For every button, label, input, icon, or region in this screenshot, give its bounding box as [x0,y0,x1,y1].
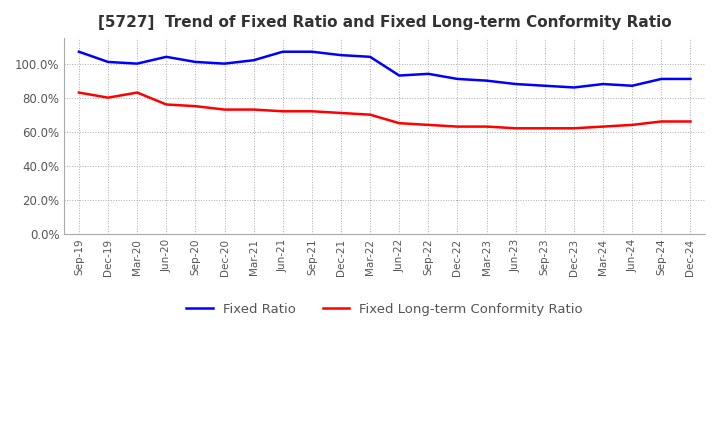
Line: Fixed Long-term Conformity Ratio: Fixed Long-term Conformity Ratio [79,92,690,128]
Fixed Ratio [628,83,636,88]
Fixed Long-term Conformity Ratio [249,107,258,112]
Fixed Long-term Conformity Ratio [570,126,578,131]
Legend: Fixed Ratio, Fixed Long-term Conformity Ratio: Fixed Ratio, Fixed Long-term Conformity … [181,297,588,321]
Fixed Long-term Conformity Ratio [453,124,462,129]
Fixed Ratio [599,81,608,87]
Fixed Ratio [337,52,346,58]
Fixed Ratio [657,76,666,81]
Fixed Ratio [424,71,433,77]
Fixed Ratio [75,49,84,55]
Fixed Long-term Conformity Ratio [162,102,171,107]
Fixed Ratio [191,59,199,65]
Fixed Long-term Conformity Ratio [337,110,346,116]
Fixed Long-term Conformity Ratio [104,95,112,100]
Fixed Long-term Conformity Ratio [424,122,433,128]
Fixed Ratio [104,59,112,65]
Fixed Ratio [249,58,258,63]
Fixed Long-term Conformity Ratio [279,109,287,114]
Fixed Long-term Conformity Ratio [541,126,549,131]
Fixed Ratio [133,61,142,66]
Fixed Ratio [686,76,695,81]
Fixed Ratio [307,49,316,55]
Fixed Long-term Conformity Ratio [366,112,374,117]
Line: Fixed Ratio: Fixed Ratio [79,52,690,88]
Fixed Ratio [162,54,171,59]
Fixed Long-term Conformity Ratio [191,103,199,109]
Fixed Ratio [511,81,520,87]
Fixed Long-term Conformity Ratio [482,124,491,129]
Fixed Long-term Conformity Ratio [511,126,520,131]
Fixed Ratio [541,83,549,88]
Fixed Ratio [366,54,374,59]
Fixed Long-term Conformity Ratio [628,122,636,128]
Fixed Long-term Conformity Ratio [133,90,142,95]
Fixed Long-term Conformity Ratio [75,90,84,95]
Fixed Long-term Conformity Ratio [657,119,666,124]
Title: [5727]  Trend of Fixed Ratio and Fixed Long-term Conformity Ratio: [5727] Trend of Fixed Ratio and Fixed Lo… [98,15,672,30]
Fixed Long-term Conformity Ratio [686,119,695,124]
Fixed Ratio [453,76,462,81]
Fixed Ratio [482,78,491,83]
Fixed Long-term Conformity Ratio [599,124,608,129]
Fixed Ratio [220,61,229,66]
Fixed Ratio [395,73,404,78]
Fixed Long-term Conformity Ratio [307,109,316,114]
Fixed Ratio [570,85,578,90]
Fixed Ratio [279,49,287,55]
Fixed Long-term Conformity Ratio [395,121,404,126]
Fixed Long-term Conformity Ratio [220,107,229,112]
